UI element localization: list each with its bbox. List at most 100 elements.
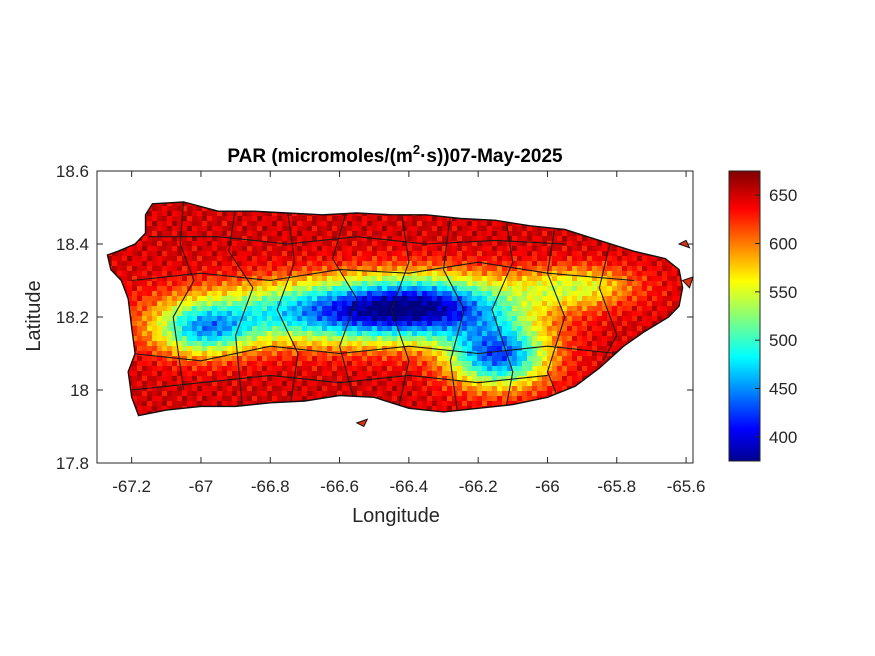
par-cell xyxy=(417,291,422,296)
par-cell xyxy=(477,261,482,266)
par-cell xyxy=(512,391,517,396)
par-cell xyxy=(472,246,477,251)
par-cell xyxy=(407,251,412,256)
par-cell xyxy=(567,376,572,381)
par-cell xyxy=(357,276,362,281)
par-cell xyxy=(352,221,357,226)
par-cell xyxy=(622,301,627,306)
par-cell xyxy=(442,281,447,286)
par-cell xyxy=(212,266,217,271)
par-cell xyxy=(362,236,367,241)
par-cell xyxy=(372,391,377,396)
par-cell xyxy=(502,261,507,266)
par-cell xyxy=(167,221,172,226)
par-cell xyxy=(217,226,222,231)
par-cell xyxy=(252,231,257,236)
par-cell xyxy=(527,306,532,311)
par-cell xyxy=(532,316,537,321)
par-cell xyxy=(302,221,307,226)
par-cell xyxy=(272,246,277,251)
par-cell xyxy=(407,401,412,406)
par-cell xyxy=(342,356,347,361)
par-cell xyxy=(542,316,547,321)
par-cell xyxy=(557,251,562,256)
par-cell xyxy=(167,396,172,401)
par-cell xyxy=(552,276,557,281)
par-cell xyxy=(292,221,297,226)
par-cell xyxy=(487,266,492,271)
par-cell xyxy=(507,366,512,371)
par-cell xyxy=(417,266,422,271)
par-cell xyxy=(167,291,172,296)
par-cell xyxy=(407,231,412,236)
par-cell xyxy=(167,376,172,381)
par-cell xyxy=(202,331,207,336)
par-cell xyxy=(297,391,302,396)
par-cell xyxy=(297,316,302,321)
par-cell xyxy=(442,266,447,271)
par-cell xyxy=(347,321,352,326)
par-cell xyxy=(412,221,417,226)
par-cell xyxy=(477,371,482,376)
par-cell xyxy=(232,386,237,391)
par-cell xyxy=(607,316,612,321)
par-cell xyxy=(362,241,367,246)
par-cell xyxy=(322,391,327,396)
par-cell xyxy=(192,336,197,341)
par-cell xyxy=(392,336,397,341)
par-cell xyxy=(167,391,172,396)
par-cell xyxy=(567,306,572,311)
par-cell xyxy=(452,336,457,341)
par-cell xyxy=(372,286,377,291)
par-cell xyxy=(237,226,242,231)
par-cell xyxy=(277,366,282,371)
par-cell xyxy=(512,401,517,406)
par-cell xyxy=(297,301,302,306)
par-cell xyxy=(327,391,332,396)
par-cell xyxy=(127,371,132,376)
par-cell xyxy=(192,211,197,216)
par-cell xyxy=(422,391,427,396)
par-cell xyxy=(257,381,262,386)
par-cell xyxy=(292,296,297,301)
par-cell xyxy=(512,321,517,326)
par-cell xyxy=(332,341,337,346)
par-cell xyxy=(142,396,147,401)
par-cell xyxy=(237,271,242,276)
par-cell xyxy=(532,226,537,231)
par-cell xyxy=(482,316,487,321)
par-cell xyxy=(617,321,622,326)
par-cell xyxy=(337,246,342,251)
par-cell xyxy=(307,276,312,281)
par-cell xyxy=(112,251,117,256)
par-cell xyxy=(352,331,357,336)
par-cell xyxy=(547,366,552,371)
par-cell xyxy=(607,306,612,311)
par-cell xyxy=(552,356,557,361)
par-cell xyxy=(622,306,627,311)
par-cell xyxy=(332,216,337,221)
par-cell xyxy=(177,341,182,346)
par-cell xyxy=(167,401,172,406)
par-cell xyxy=(157,361,162,366)
par-cell xyxy=(367,231,372,236)
par-cell xyxy=(167,336,172,341)
par-cell xyxy=(292,216,297,221)
par-cell xyxy=(427,376,432,381)
par-cell xyxy=(397,281,402,286)
par-cell xyxy=(582,371,587,376)
par-cell xyxy=(337,256,342,261)
par-cell xyxy=(387,321,392,326)
par-cell xyxy=(202,311,207,316)
par-cell xyxy=(387,366,392,371)
par-cell xyxy=(427,321,432,326)
par-cell xyxy=(367,371,372,376)
par-cell xyxy=(402,381,407,386)
par-cell xyxy=(177,401,182,406)
par-cell xyxy=(332,361,337,366)
par-cell xyxy=(227,341,232,346)
par-cell xyxy=(252,266,257,271)
par-cell xyxy=(592,241,597,246)
par-cell xyxy=(407,221,412,226)
par-cell xyxy=(522,291,527,296)
